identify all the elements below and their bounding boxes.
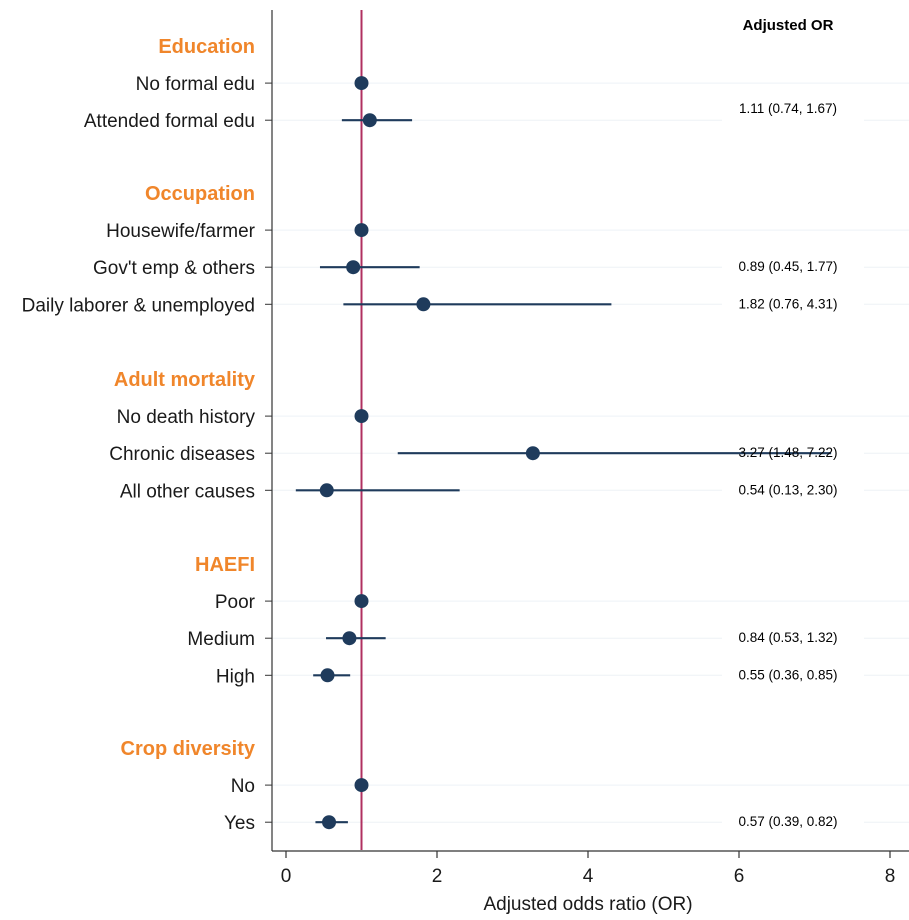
or-point — [321, 668, 335, 682]
or-annotation: 0.55 (0.36, 0.85) — [738, 667, 837, 682]
or-point — [342, 631, 356, 645]
or-annotation: 0.84 (0.53, 1.32) — [738, 630, 837, 645]
or-point — [346, 260, 360, 274]
group-label: Adult mortality — [114, 369, 256, 391]
row-label: Chronic diseases — [109, 444, 255, 465]
row-label: Gov't emp & others — [93, 258, 255, 279]
or-point — [355, 409, 369, 423]
or-annotation: 0.57 (0.39, 0.82) — [738, 814, 837, 829]
or-point — [363, 113, 377, 127]
or-annotation: 3.27 (1.48, 7.22) — [738, 445, 837, 460]
x-axis-label: Adjusted odds ratio (OR) — [483, 894, 692, 915]
row-label: All other causes — [120, 481, 255, 502]
group-label: Crop diversity — [121, 738, 256, 760]
or-point — [416, 297, 430, 311]
group-label: HAEFI — [195, 554, 255, 576]
or-annotation: 1.82 (0.76, 4.31) — [738, 296, 837, 311]
or-point — [355, 778, 369, 792]
row-label: High — [216, 666, 255, 687]
row-label: No death history — [117, 407, 256, 428]
or-point — [355, 594, 369, 608]
row-label: No formal edu — [136, 74, 255, 95]
or-point — [526, 446, 540, 460]
plot-region — [272, 10, 909, 850]
row-label: Medium — [187, 629, 255, 650]
row-label: Yes — [224, 813, 255, 834]
or-point — [322, 815, 336, 829]
row-label: Housewife/farmer — [106, 221, 256, 242]
x-tick-label: 0 — [281, 866, 292, 887]
group-label: Education — [158, 36, 255, 58]
or-point — [355, 76, 369, 90]
row-label: Poor — [215, 592, 256, 613]
or-annotation: 1.11 (0.74, 1.67) — [739, 101, 837, 116]
annotation-header: Adjusted OR — [743, 17, 834, 34]
row-label: Daily laborer & unemployed — [22, 295, 255, 316]
x-tick-label: 2 — [432, 866, 443, 887]
row-label: No — [231, 776, 255, 797]
or-point — [355, 223, 369, 237]
group-label: Occupation — [145, 183, 255, 205]
or-point — [320, 483, 334, 497]
x-tick-label: 6 — [734, 866, 745, 887]
or-annotation: 0.54 (0.13, 2.30) — [738, 482, 837, 497]
or-annotation: 0.89 (0.45, 1.77) — [738, 259, 837, 274]
x-tick-label: 8 — [885, 866, 896, 887]
x-tick-label: 4 — [583, 866, 594, 887]
row-label: Attended formal edu — [84, 111, 255, 132]
